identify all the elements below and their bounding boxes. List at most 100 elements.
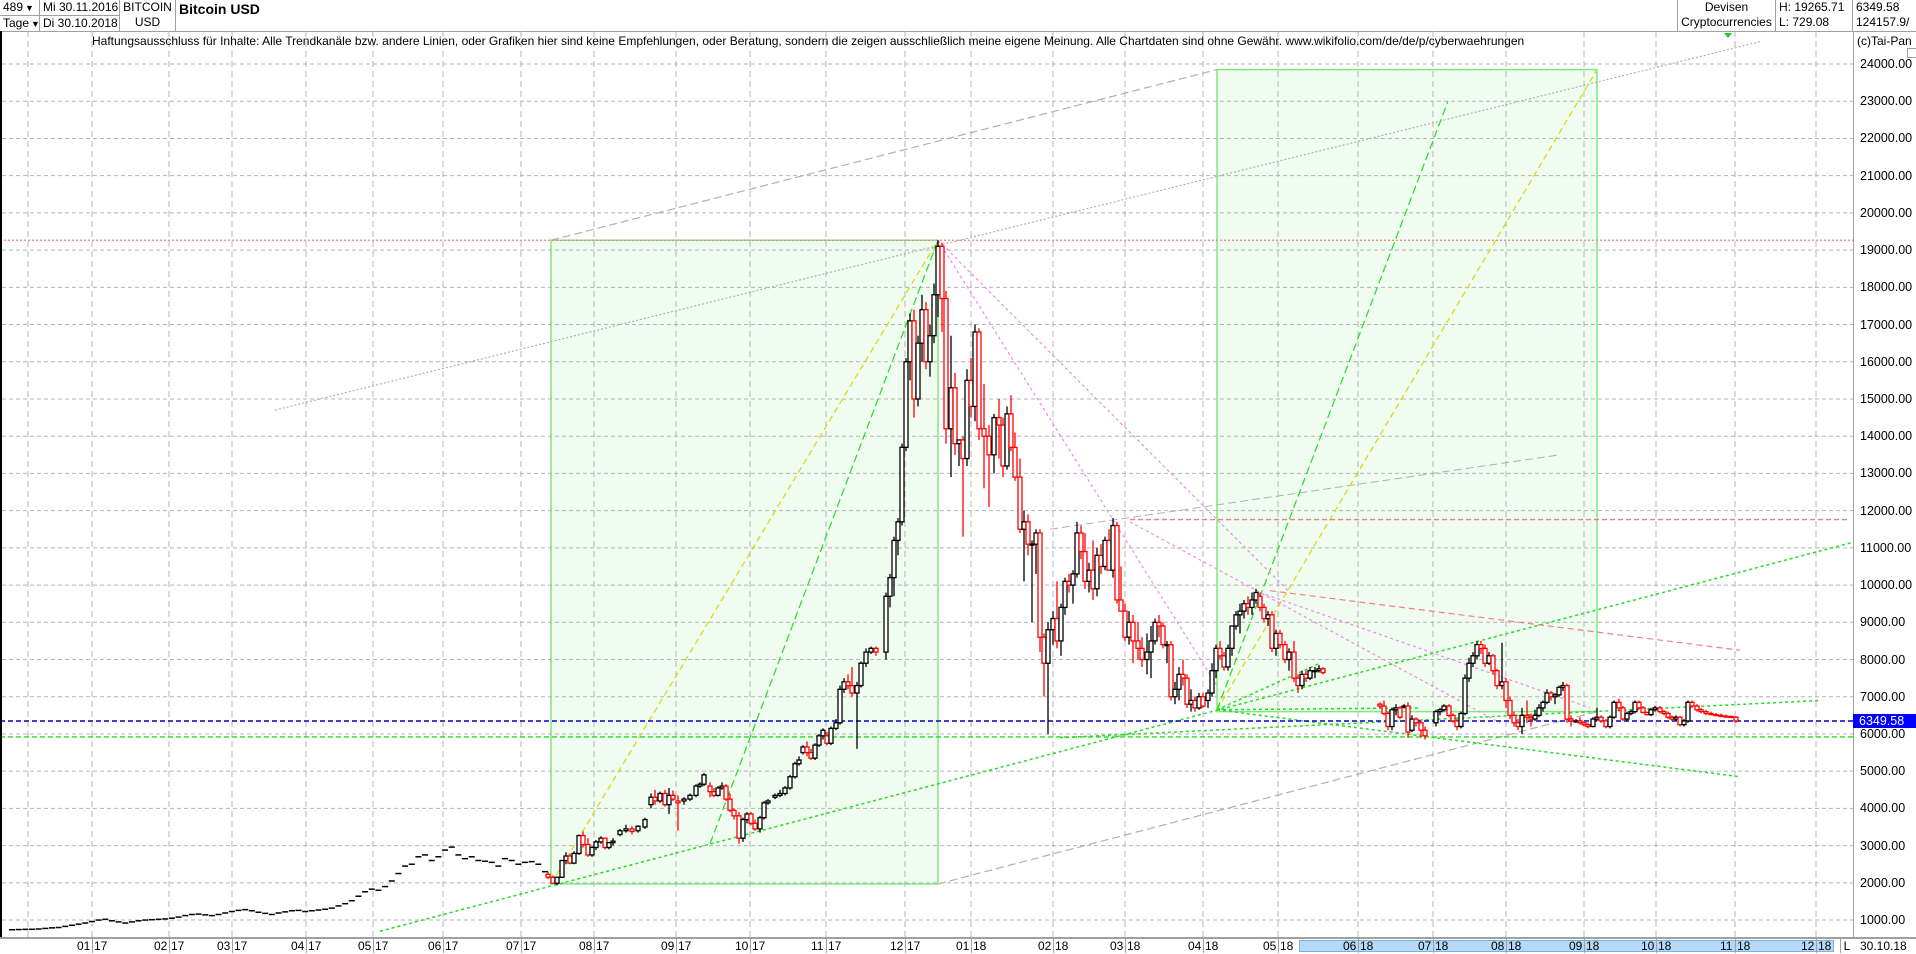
- candle-down[interactable]: [849, 684, 855, 694]
- candle-down[interactable]: [545, 873, 551, 878]
- candle-up[interactable]: [589, 846, 595, 856]
- candle-up[interactable]: [1470, 655, 1476, 664]
- candle-down[interactable]: [675, 800, 681, 804]
- trend-line-gray-lower[interactable]: [937, 711, 1598, 885]
- candle-down[interactable]: [1661, 710, 1667, 715]
- candle-down[interactable]: [1494, 670, 1500, 687]
- candle-up[interactable]: [571, 852, 577, 864]
- candle-down[interactable]: [1257, 595, 1263, 609]
- candle-down[interactable]: [1269, 614, 1275, 650]
- candle-up[interactable]: [891, 539, 897, 579]
- candle-up[interactable]: [903, 361, 909, 449]
- candle-down[interactable]: [1037, 532, 1043, 638]
- candle-up[interactable]: [1685, 701, 1691, 722]
- candle-down[interactable]: [1698, 709, 1704, 713]
- candle-down[interactable]: [1118, 599, 1124, 612]
- candle-up[interactable]: [693, 785, 699, 797]
- candle-up[interactable]: [854, 684, 860, 694]
- candle-down[interactable]: [1640, 707, 1646, 714]
- candle-up[interactable]: [1237, 610, 1243, 616]
- candle-up[interactable]: [1466, 662, 1472, 679]
- candle-up[interactable]: [757, 817, 763, 830]
- candle-up[interactable]: [1172, 688, 1178, 698]
- end-date[interactable]: Di 30.10.2018: [43, 16, 118, 30]
- fan-line-pink-4[interactable]: [1259, 591, 1591, 709]
- candle-up[interactable]: [1062, 580, 1068, 609]
- candle-up[interactable]: [816, 735, 822, 746]
- candle-up[interactable]: [1652, 707, 1658, 711]
- candle-down[interactable]: [731, 809, 737, 817]
- candle-up[interactable]: [1532, 714, 1538, 720]
- support-line-green-5[interactable]: [1216, 709, 1741, 778]
- candle-up[interactable]: [858, 662, 864, 687]
- candle-up[interactable]: [1628, 710, 1634, 715]
- candle-down[interactable]: [1577, 720, 1583, 724]
- candle-up[interactable]: [792, 763, 798, 778]
- candle-up[interactable]: [1152, 621, 1158, 642]
- candle-up[interactable]: [796, 759, 802, 765]
- x-axis[interactable]: 01 17 02 17 03 17 04 17 05 17 06 17 07 17 08 17 09 17 10 17…: [0, 937, 1916, 954]
- candle-up[interactable]: [782, 787, 788, 795]
- candle-up[interactable]: [1437, 709, 1443, 713]
- support-line-green-long[interactable]: [379, 541, 1853, 932]
- candle-up[interactable]: [1233, 614, 1239, 627]
- candle-up[interactable]: [635, 825, 641, 832]
- candle-up[interactable]: [1307, 670, 1313, 679]
- candle-down[interactable]: [1657, 707, 1663, 713]
- candle-down[interactable]: [1564, 684, 1570, 720]
- candle-up[interactable]: [991, 416, 997, 456]
- candle-down[interactable]: [1413, 718, 1419, 724]
- candle-down[interactable]: [1217, 647, 1223, 657]
- candle-up[interactable]: [1519, 714, 1525, 728]
- candle-up[interactable]: [681, 798, 687, 802]
- candle-down[interactable]: [1718, 714, 1724, 717]
- period-dropdown[interactable]: Tage ▼: [3, 16, 39, 30]
- candle-up[interactable]: [1389, 709, 1395, 728]
- candle-down[interactable]: [1422, 729, 1428, 737]
- candle-down[interactable]: [1320, 668, 1326, 674]
- candle-up[interactable]: [1611, 701, 1617, 718]
- candle-down[interactable]: [1728, 715, 1734, 719]
- candle-down[interactable]: [1598, 716, 1604, 722]
- fan-line-pink-3[interactable]: [1129, 521, 1501, 724]
- candle-down[interactable]: [804, 746, 810, 754]
- candle-down[interactable]: [1450, 714, 1456, 722]
- candle-up[interactable]: [1409, 718, 1415, 731]
- candle-down[interactable]: [1503, 681, 1509, 702]
- candle-up[interactable]: [1648, 709, 1654, 716]
- candle-up[interactable]: [765, 800, 771, 804]
- candle-up[interactable]: [623, 828, 629, 832]
- candle-down[interactable]: [752, 822, 758, 830]
- candle-down[interactable]: [1689, 701, 1695, 707]
- candle-down[interactable]: [1168, 643, 1174, 698]
- candle-down[interactable]: [1616, 701, 1622, 709]
- candle-down[interactable]: [652, 796, 658, 802]
- candle-up[interactable]: [1058, 606, 1064, 642]
- candle-up[interactable]: [740, 818, 746, 839]
- candle-up[interactable]: [772, 794, 778, 798]
- candle-up[interactable]: [1176, 673, 1182, 690]
- candle-up[interactable]: [833, 722, 839, 730]
- candle-up[interactable]: [610, 840, 616, 844]
- candle-down[interactable]: [1665, 712, 1671, 718]
- trend-line-gray-upper[interactable]: [274, 41, 1761, 411]
- candle-up[interactable]: [1148, 640, 1154, 653]
- candle-down[interactable]: [1524, 714, 1530, 718]
- candle-down[interactable]: [1160, 625, 1166, 646]
- candle-up[interactable]: [617, 830, 623, 836]
- candle-down[interactable]: [845, 681, 851, 687]
- candle-up[interactable]: [868, 647, 874, 653]
- fan-line-pink-1[interactable]: [937, 239, 1291, 593]
- candle-down[interactable]: [1733, 716, 1739, 722]
- candle-up[interactable]: [1074, 532, 1080, 575]
- candle-up[interactable]: [666, 794, 672, 806]
- candle-down[interactable]: [1581, 722, 1587, 726]
- candle-down[interactable]: [1184, 677, 1190, 705]
- candle-up[interactable]: [1205, 692, 1211, 702]
- x-axis-end-marker[interactable]: L: [1840, 939, 1853, 953]
- candle-up[interactable]: [1540, 701, 1546, 709]
- candle-down[interactable]: [1261, 606, 1267, 620]
- candle-down[interactable]: [1200, 696, 1206, 707]
- candle-up[interactable]: [820, 729, 826, 737]
- candle-up[interactable]: [1590, 718, 1596, 728]
